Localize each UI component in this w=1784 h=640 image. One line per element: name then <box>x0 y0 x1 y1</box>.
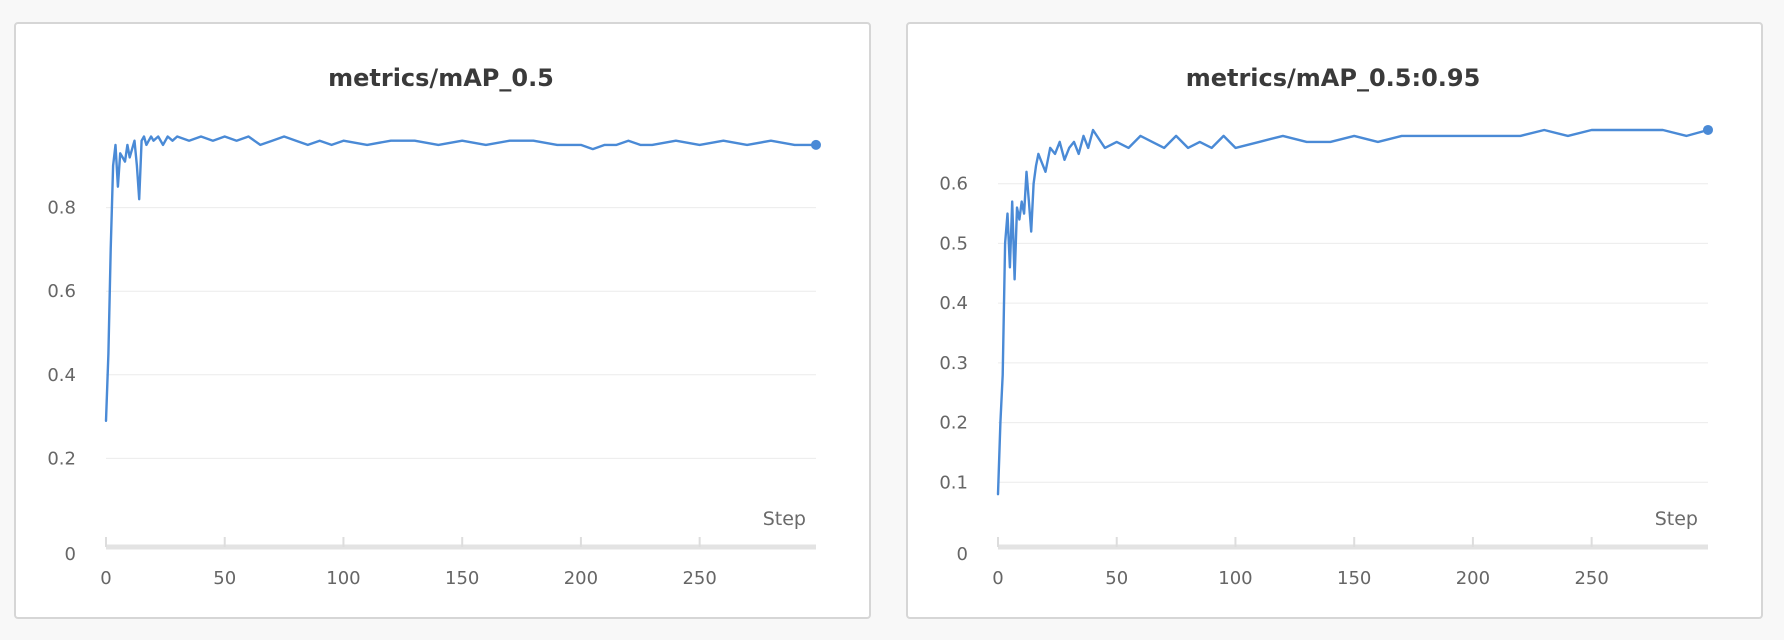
chart-panel-map-0-5[interactable]: metrics/mAP_0.5 0 0.2 0.4 0.6 0.8 0 50 100 150 200… <box>14 22 871 619</box>
y-tick-label: 0.5 <box>939 233 968 254</box>
x-tick-label: 150 <box>445 568 479 589</box>
x-tick-label: 100 <box>326 568 360 589</box>
x-tick-label: 200 <box>1456 568 1490 589</box>
y-tick-label: 0.4 <box>47 365 76 386</box>
x-axis-label: Step <box>1655 508 1698 530</box>
y-tick-label: 0.2 <box>47 448 76 469</box>
series-end-point <box>811 139 821 150</box>
chart-title: metrics/mAP_0.5:0.95 <box>1186 64 1481 92</box>
series-end-point <box>1703 124 1713 135</box>
chart-svg-map-0-5-0-95: metrics/mAP_0.5:0.95 0 0.1 0.2 0.3 0.4 0.5 0.6 0… <box>939 64 1713 589</box>
y-tick-label: 0.6 <box>939 174 968 195</box>
y-tick-label: 0.4 <box>939 293 968 314</box>
series-line <box>104 135 818 422</box>
y-tick-label: 0.6 <box>47 281 76 302</box>
chart-panel-map-0-5-0-95[interactable]: metrics/mAP_0.5:0.95 0 0.1 0.2 0.3 0.4 0.5 0.6 0… <box>906 22 1763 619</box>
y-tick-label: 0.2 <box>939 413 968 434</box>
x-tick-label: 50 <box>213 568 236 589</box>
x-tick-label: 0 <box>992 568 1003 589</box>
x-tick-label: 100 <box>1218 568 1252 589</box>
chart-title: metrics/mAP_0.5 <box>328 64 554 92</box>
y-tick-label: 0 <box>957 544 968 565</box>
x-tick-label: 250 <box>1574 568 1608 589</box>
x-tick-label: 250 <box>682 568 716 589</box>
x-tick-label: 0 <box>100 568 111 589</box>
x-axis-label: Step <box>763 508 806 530</box>
x-tick-label: 150 <box>1337 568 1371 589</box>
y-tick-label: 0.8 <box>47 198 76 219</box>
x-tick-label: 50 <box>1105 568 1128 589</box>
y-tick-label: 0.1 <box>939 472 968 493</box>
y-tick-label: 0 <box>65 544 76 565</box>
chart-svg-map-0-5: metrics/mAP_0.5 0 0.2 0.4 0.6 0.8 0 50 100 150 200… <box>47 64 821 589</box>
series-line <box>996 128 1710 496</box>
x-tick-label: 200 <box>564 568 598 589</box>
y-tick-label: 0.3 <box>939 353 968 374</box>
